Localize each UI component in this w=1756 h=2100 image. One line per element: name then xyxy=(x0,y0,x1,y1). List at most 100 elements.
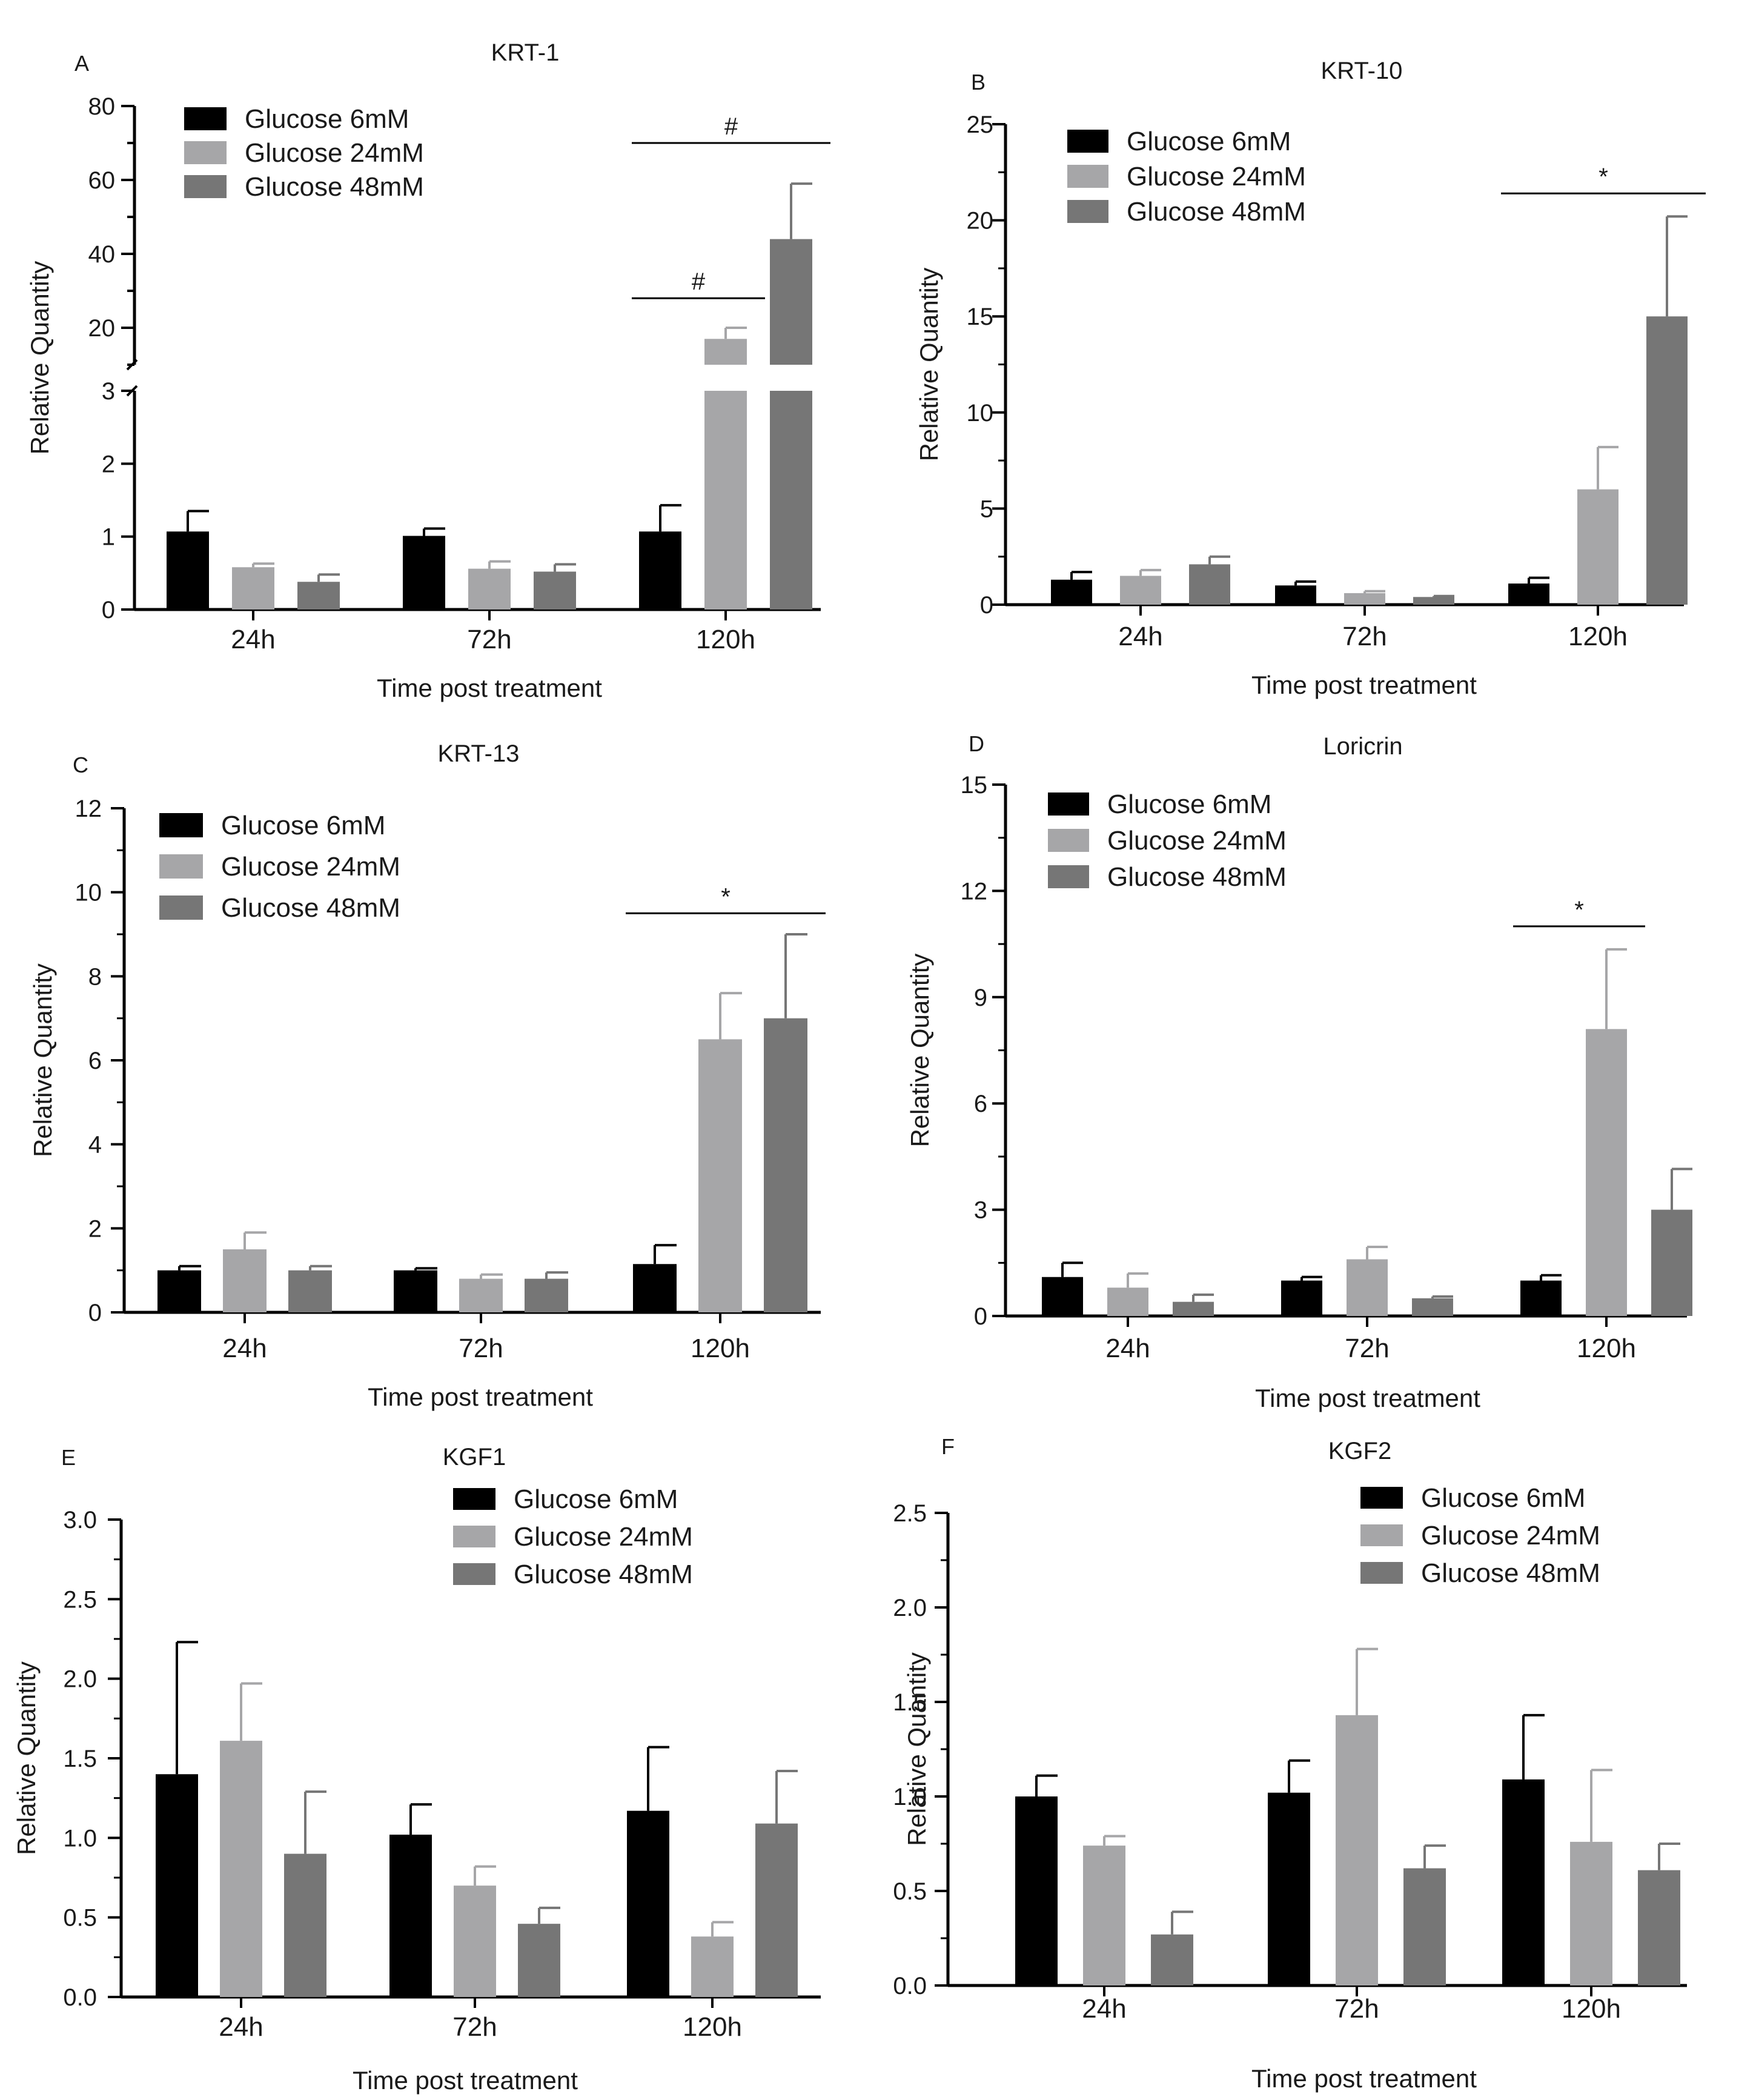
y-tick-label: 10 xyxy=(75,880,102,906)
x-tick-label: 120h xyxy=(1568,622,1628,651)
bar xyxy=(704,391,747,610)
panel-letter: A xyxy=(75,51,89,76)
bar xyxy=(1638,1870,1680,1985)
legend-label: Glucose 24mM xyxy=(514,1522,693,1552)
y-tick-label: 2 xyxy=(88,1215,102,1242)
x-tick-label: 72h xyxy=(459,1334,503,1363)
bar xyxy=(157,1270,201,1312)
bar xyxy=(232,567,274,610)
bar xyxy=(1344,593,1385,605)
bar xyxy=(1502,1779,1545,1985)
bar xyxy=(1646,316,1688,605)
y-tick-label: 2.0 xyxy=(893,1595,927,1621)
x-tick-label: 24h xyxy=(1082,1994,1126,2024)
legend-label: Glucose 24mM xyxy=(1421,1521,1600,1550)
bar xyxy=(1651,1209,1692,1316)
legend-swatch xyxy=(184,107,227,130)
bar xyxy=(403,536,445,610)
y-tick-label: 2 xyxy=(102,451,115,477)
bar xyxy=(627,1810,669,1997)
bar xyxy=(704,339,747,365)
chart-panel-d: D Loricrin 0 3 6 9 12 15 Relative Quantity Time p… xyxy=(906,731,1692,1412)
panel-letter: C xyxy=(73,753,88,777)
x-tick-label: 120h xyxy=(1562,1994,1621,2024)
y-tick-label: 1 xyxy=(102,524,115,551)
legend-swatch xyxy=(453,1488,495,1510)
bar xyxy=(770,391,812,610)
legend-swatch xyxy=(184,141,227,164)
x-tick-label: 24h xyxy=(222,1334,267,1363)
bar xyxy=(297,582,340,610)
legend-label: Glucose 6mM xyxy=(1127,127,1291,156)
bar xyxy=(518,1924,560,1997)
bar xyxy=(468,568,511,610)
x-tick-label: 72h xyxy=(1334,1994,1379,2024)
x-axis-label: Time post treatment xyxy=(1251,2064,1477,2093)
bar xyxy=(1173,1301,1214,1316)
y-tick-label: 2.0 xyxy=(63,1666,97,1693)
bar xyxy=(1268,1792,1310,1985)
y-tick-label: 20 xyxy=(88,315,116,342)
legend-swatch xyxy=(1048,865,1089,888)
y-axis-label: Relative Quantity xyxy=(903,1652,931,1846)
legend-label: Glucose 48mM xyxy=(245,172,424,202)
legend-swatch xyxy=(1067,130,1108,153)
bar xyxy=(755,1823,798,1997)
chart-title: KRT-1 xyxy=(491,39,560,66)
y-tick-label: 12 xyxy=(961,878,988,905)
x-tick-label: 120h xyxy=(696,625,755,654)
bar xyxy=(1151,1934,1193,1985)
legend-label: Glucose 48mM xyxy=(1107,862,1287,892)
y-tick-label: 3 xyxy=(974,1197,987,1224)
y-tick-label: 25 xyxy=(967,111,994,138)
y-axis-label: Relative Quantity xyxy=(906,954,934,1148)
chart-panel-b: B KRT-10 0 5 10 15 20 25 Relative Quantity Time p… xyxy=(915,58,1706,699)
bar xyxy=(1281,1280,1322,1316)
bar xyxy=(394,1270,437,1312)
y-tick-label: 2.5 xyxy=(893,1500,927,1527)
significance-label: # xyxy=(724,113,738,140)
x-axis-label: Time post treatment xyxy=(1251,671,1477,699)
bar xyxy=(1413,597,1454,605)
chart-title: Loricrin xyxy=(1323,733,1402,760)
legend-label: Glucose 24mM xyxy=(1107,826,1287,856)
significance-label: * xyxy=(1574,897,1584,923)
panel-letter: E xyxy=(61,1445,76,1470)
chart-title: KRT-10 xyxy=(1321,58,1403,84)
bar xyxy=(1336,1715,1378,1985)
x-axis-label: Time post treatment xyxy=(1255,1384,1480,1412)
legend-swatch xyxy=(159,854,203,879)
x-tick-label: 120h xyxy=(1577,1334,1636,1363)
y-tick-label: 80 xyxy=(88,93,116,120)
bar xyxy=(1275,585,1316,605)
y-tick-label: 8 xyxy=(88,963,102,990)
legend-label: Glucose 48mM xyxy=(1421,1558,1600,1588)
x-tick-label: 72h xyxy=(452,2012,497,2042)
y-tick-label: 0.0 xyxy=(893,1973,927,1999)
y-tick-label: 1.0 xyxy=(63,1825,97,1852)
legend-swatch xyxy=(453,1563,495,1585)
bar xyxy=(1120,576,1161,605)
legend-swatch xyxy=(1067,165,1108,188)
bar xyxy=(534,571,576,610)
bar xyxy=(698,1039,742,1312)
x-tick-label: 24h xyxy=(231,625,275,654)
y-tick-label: 1.5 xyxy=(893,1689,927,1716)
bar xyxy=(454,1886,496,1997)
chart-title: KGF2 xyxy=(1328,1438,1391,1464)
bar xyxy=(1508,583,1549,605)
y-tick-label: 0.5 xyxy=(893,1878,927,1905)
y-tick-label: 0.5 xyxy=(63,1905,97,1932)
y-tick-label: 3 xyxy=(102,378,115,405)
legend-label: Glucose 48mM xyxy=(514,1560,693,1589)
y-tick-label: 1.0 xyxy=(893,1784,927,1810)
y-tick-label: 0 xyxy=(974,1303,987,1330)
y-tick-label: 0.0 xyxy=(63,1984,97,2011)
bar xyxy=(1107,1288,1148,1316)
bar xyxy=(1347,1259,1388,1316)
bar xyxy=(1042,1277,1083,1316)
panel-letter: B xyxy=(971,70,986,95)
x-tick-label: 120h xyxy=(683,2012,742,2042)
bar xyxy=(633,1264,677,1312)
